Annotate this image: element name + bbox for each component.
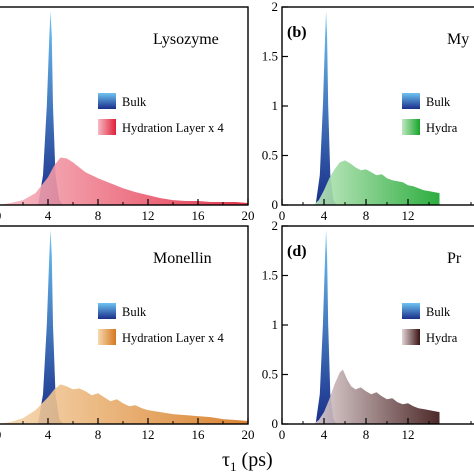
x-axis-label-unit: (ps) xyxy=(237,449,273,471)
panel-title: Pr xyxy=(447,250,462,267)
x-tick-label: 4 xyxy=(321,208,328,223)
x-axis-label-subscript: 1 xyxy=(230,459,237,474)
bulk-distribution-area xyxy=(38,230,63,424)
y-tick-label: 1.5 xyxy=(262,268,278,283)
x-tick-label: 0 xyxy=(279,427,286,442)
panel-label: (d) xyxy=(287,243,307,260)
y-tick-label: 0.5 xyxy=(262,367,278,382)
legend-label-hydration: Hydration Layer x 4 xyxy=(122,331,224,345)
panel-label: (b) xyxy=(287,24,307,41)
legend-swatch-hydration xyxy=(402,329,420,345)
x-tick-label: 8 xyxy=(95,208,102,223)
legend-swatch-bulk xyxy=(98,303,116,319)
x-axis-label-symbol: τ xyxy=(222,449,230,471)
x-tick-label: 12 xyxy=(402,427,415,442)
x-tick-label: 0 xyxy=(0,427,1,442)
hydration-layer-area xyxy=(0,384,248,424)
x-tick-label: 4 xyxy=(45,427,52,442)
legend-label-bulk: Bulk xyxy=(426,95,451,109)
y-tick-label: 1.5 xyxy=(262,49,278,64)
panel-title: Monellin xyxy=(153,250,212,267)
bulk-distribution-area xyxy=(315,11,337,205)
y-tick-label: 1 xyxy=(272,98,279,113)
panel-title: Lysozyme xyxy=(153,31,219,48)
y-tick-label: 0 xyxy=(272,416,279,431)
legend-swatch-hydration xyxy=(402,119,420,135)
legend-label-bulk: Bulk xyxy=(426,305,451,319)
x-tick-label: 16 xyxy=(192,208,206,223)
hydration-layer-area xyxy=(313,160,440,205)
x-tick-label: 8 xyxy=(363,427,370,442)
x-tick-label: 12 xyxy=(142,208,155,223)
y-tick-label: 0 xyxy=(272,197,279,212)
y-tick-label: 2 xyxy=(272,0,279,14)
x-tick-label: 16 xyxy=(192,427,206,442)
x-tick-label: 0 xyxy=(279,208,286,223)
x-tick-label: 4 xyxy=(321,427,328,442)
y-tick-label: 2 xyxy=(272,218,279,233)
legend-label-bulk: Bulk xyxy=(122,95,147,109)
legend-label-hydration: Hydra xyxy=(426,121,458,135)
legend-swatch-bulk xyxy=(98,93,116,109)
hydration-layer-area xyxy=(313,369,440,424)
x-tick-label: 4 xyxy=(45,208,52,223)
panel-title: My xyxy=(447,31,469,48)
chart-panel-2: 0 4 8 12 0 0.5 1 1.5 2 My (b) Bulk Hydra xyxy=(262,0,474,223)
bulk-distribution-area xyxy=(38,11,63,205)
x-tick-label: 0 xyxy=(0,208,1,223)
x-tick-label: 20 xyxy=(242,208,255,223)
legend-swatch-bulk xyxy=(402,93,420,109)
legend-label-hydration: Hydra xyxy=(426,331,458,345)
y-tick-label: 0.5 xyxy=(262,148,278,163)
chart-panel-4: 0 4 8 12 0 0.5 1 1.5 2 Pr (d) Bulk Hydra xyxy=(262,218,474,442)
x-tick-label: 20 xyxy=(242,427,255,442)
chart-panel-3: 0 4 8 12 16 20 Monellin Bulk Hydration Layer x 4 xyxy=(0,225,255,442)
x-tick-label: 8 xyxy=(95,427,102,442)
legend-swatch-bulk xyxy=(402,303,420,319)
x-tick-label: 12 xyxy=(402,208,415,223)
x-tick-label: 8 xyxy=(363,208,370,223)
chart-panel-1: 0 4 8 12 16 20 Lysozyme Bulk Hydration Layer x 4 xyxy=(0,6,255,223)
x-axis-label: τ1 (ps) xyxy=(222,449,273,474)
legend-swatch-hydration xyxy=(98,329,116,345)
legend-label-hydration: Hydration Layer x 4 xyxy=(122,121,224,135)
legend-swatch-hydration xyxy=(98,119,116,135)
hydration-layer-area xyxy=(0,157,248,205)
bulk-distribution-area xyxy=(315,230,337,424)
y-tick-label: 1 xyxy=(272,317,279,332)
legend-label-bulk: Bulk xyxy=(122,305,147,319)
x-tick-label: 12 xyxy=(142,427,155,442)
